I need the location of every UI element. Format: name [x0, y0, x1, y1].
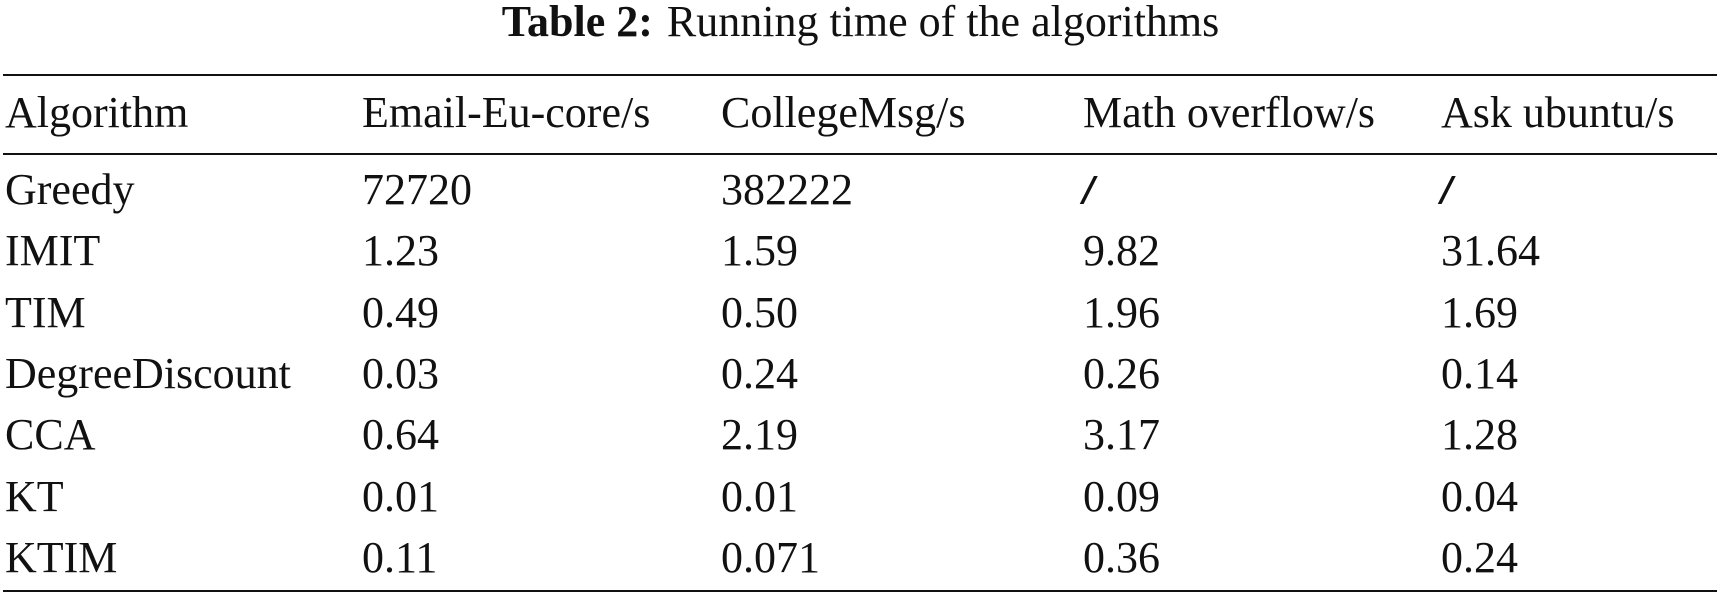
data-cell: 9.82: [1083, 226, 1160, 276]
data-cell: 2.19: [721, 410, 798, 460]
header-rule: [3, 153, 1717, 155]
data-cell: 3.17: [1083, 410, 1160, 460]
data-cell: 1.59: [721, 226, 798, 276]
row-label: IMIT: [5, 226, 101, 276]
data-cell: /: [1083, 170, 1096, 210]
data-cell: /: [1441, 170, 1454, 210]
data-cell: 0.01: [721, 471, 798, 521]
data-cell: 0.071: [721, 532, 820, 582]
caption-label: Table 2:: [501, 0, 653, 46]
data-cell: 0.50: [721, 287, 798, 337]
data-cell: 382222: [721, 165, 853, 214]
data-cell: 1.28: [1441, 410, 1518, 460]
caption-text: Running time of the algorithms: [666, 0, 1220, 46]
data-cell: 1.96: [1083, 287, 1160, 337]
data-cell: 0.01: [362, 471, 439, 521]
data-cell: 0.03: [362, 348, 439, 398]
header-cell: CollegeMsg/s: [721, 88, 966, 137]
data-cell: 0.36: [1083, 532, 1160, 582]
data-cell: 1.23: [362, 226, 439, 276]
row-label: KT: [5, 471, 64, 521]
data-cell: 0.64: [362, 410, 439, 460]
header-cell: Math overflow/s: [1083, 88, 1376, 137]
table-caption: Table 2: Running time of the algorithms: [0, 0, 1721, 44]
data-cell: 0.11: [362, 532, 438, 582]
data-cell: 0.14: [1441, 348, 1518, 398]
row-label: TIM: [5, 287, 86, 337]
data-cell: 0.24: [721, 348, 798, 398]
row-label: Greedy: [5, 165, 135, 214]
data-cell: 1.69: [1441, 287, 1518, 337]
data-cell: 31.64: [1441, 226, 1540, 276]
data-cell: 72720: [362, 165, 472, 214]
row-label: DegreeDiscount: [5, 348, 291, 398]
data-cell: 0.49: [362, 287, 439, 337]
row-label: CCA: [5, 410, 96, 460]
header-cell: Email-Eu-core/s: [362, 88, 651, 137]
top-rule: [3, 74, 1717, 76]
header-cell: Algorithm: [5, 88, 189, 137]
row-label: KTIM: [5, 532, 118, 582]
bottom-rule: [3, 590, 1717, 592]
data-cell: 0.09: [1083, 471, 1160, 521]
data-cell: 0.04: [1441, 471, 1518, 521]
header-cell: Ask ubuntu/s: [1441, 88, 1675, 137]
data-cell: 0.24: [1441, 532, 1518, 582]
data-cell: 0.26: [1083, 348, 1160, 398]
